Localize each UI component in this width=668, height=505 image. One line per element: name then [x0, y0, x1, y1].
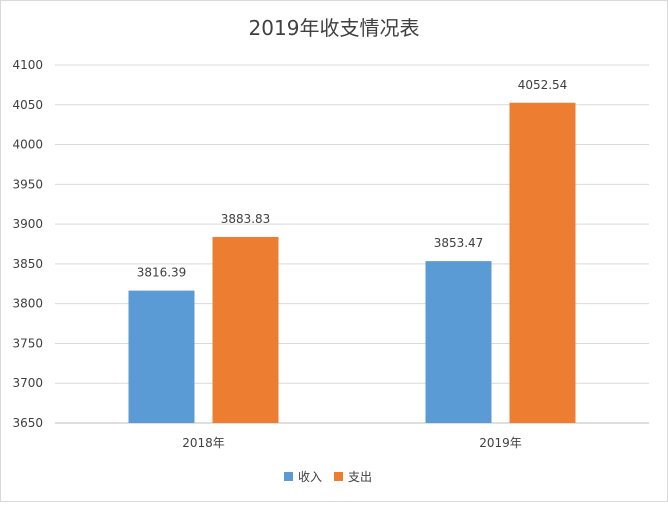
data-label: 3883.83 [221, 212, 271, 226]
y-tick-label: 3900 [12, 217, 43, 231]
x-axis-ticks: 2018年 2019年 [182, 436, 522, 450]
bars [128, 102, 576, 423]
chart-title: 2019年收支情况表 [249, 16, 420, 40]
legend-swatch [334, 472, 343, 481]
data-label: 3816.39 [137, 266, 187, 280]
y-tick-label: 3950 [12, 177, 43, 191]
legend-label: 支出 [348, 470, 372, 484]
y-tick-label: 4100 [12, 58, 43, 72]
bar-收入 [425, 261, 492, 423]
y-tick-label: 3800 [12, 297, 43, 311]
x-tick-label: 2018年 [182, 436, 225, 450]
x-tick-label: 2019年 [479, 436, 522, 450]
y-axis-ticks: 3650 3700 3750 3800 3850 3900 3950 4000 4050 4100 [12, 58, 43, 430]
y-tick-label: 3650 [12, 416, 43, 430]
y-tick-label: 4000 [12, 138, 43, 152]
bar-支出 [212, 236, 279, 423]
legend: 收入 支出 [284, 470, 372, 484]
y-tick-label: 4050 [12, 98, 43, 112]
y-tick-label: 3700 [12, 376, 43, 390]
legend-swatch [284, 472, 293, 481]
data-labels: 3816.39 3883.83 3853.47 4052.54 [137, 78, 568, 280]
bar-支出 [509, 102, 576, 423]
data-label: 4052.54 [518, 78, 568, 92]
y-tick-label: 3850 [12, 257, 43, 271]
legend-label: 收入 [298, 470, 322, 484]
y-tick-label: 3750 [12, 336, 43, 350]
data-label: 3853.47 [434, 236, 484, 250]
bar-收入 [128, 290, 195, 423]
